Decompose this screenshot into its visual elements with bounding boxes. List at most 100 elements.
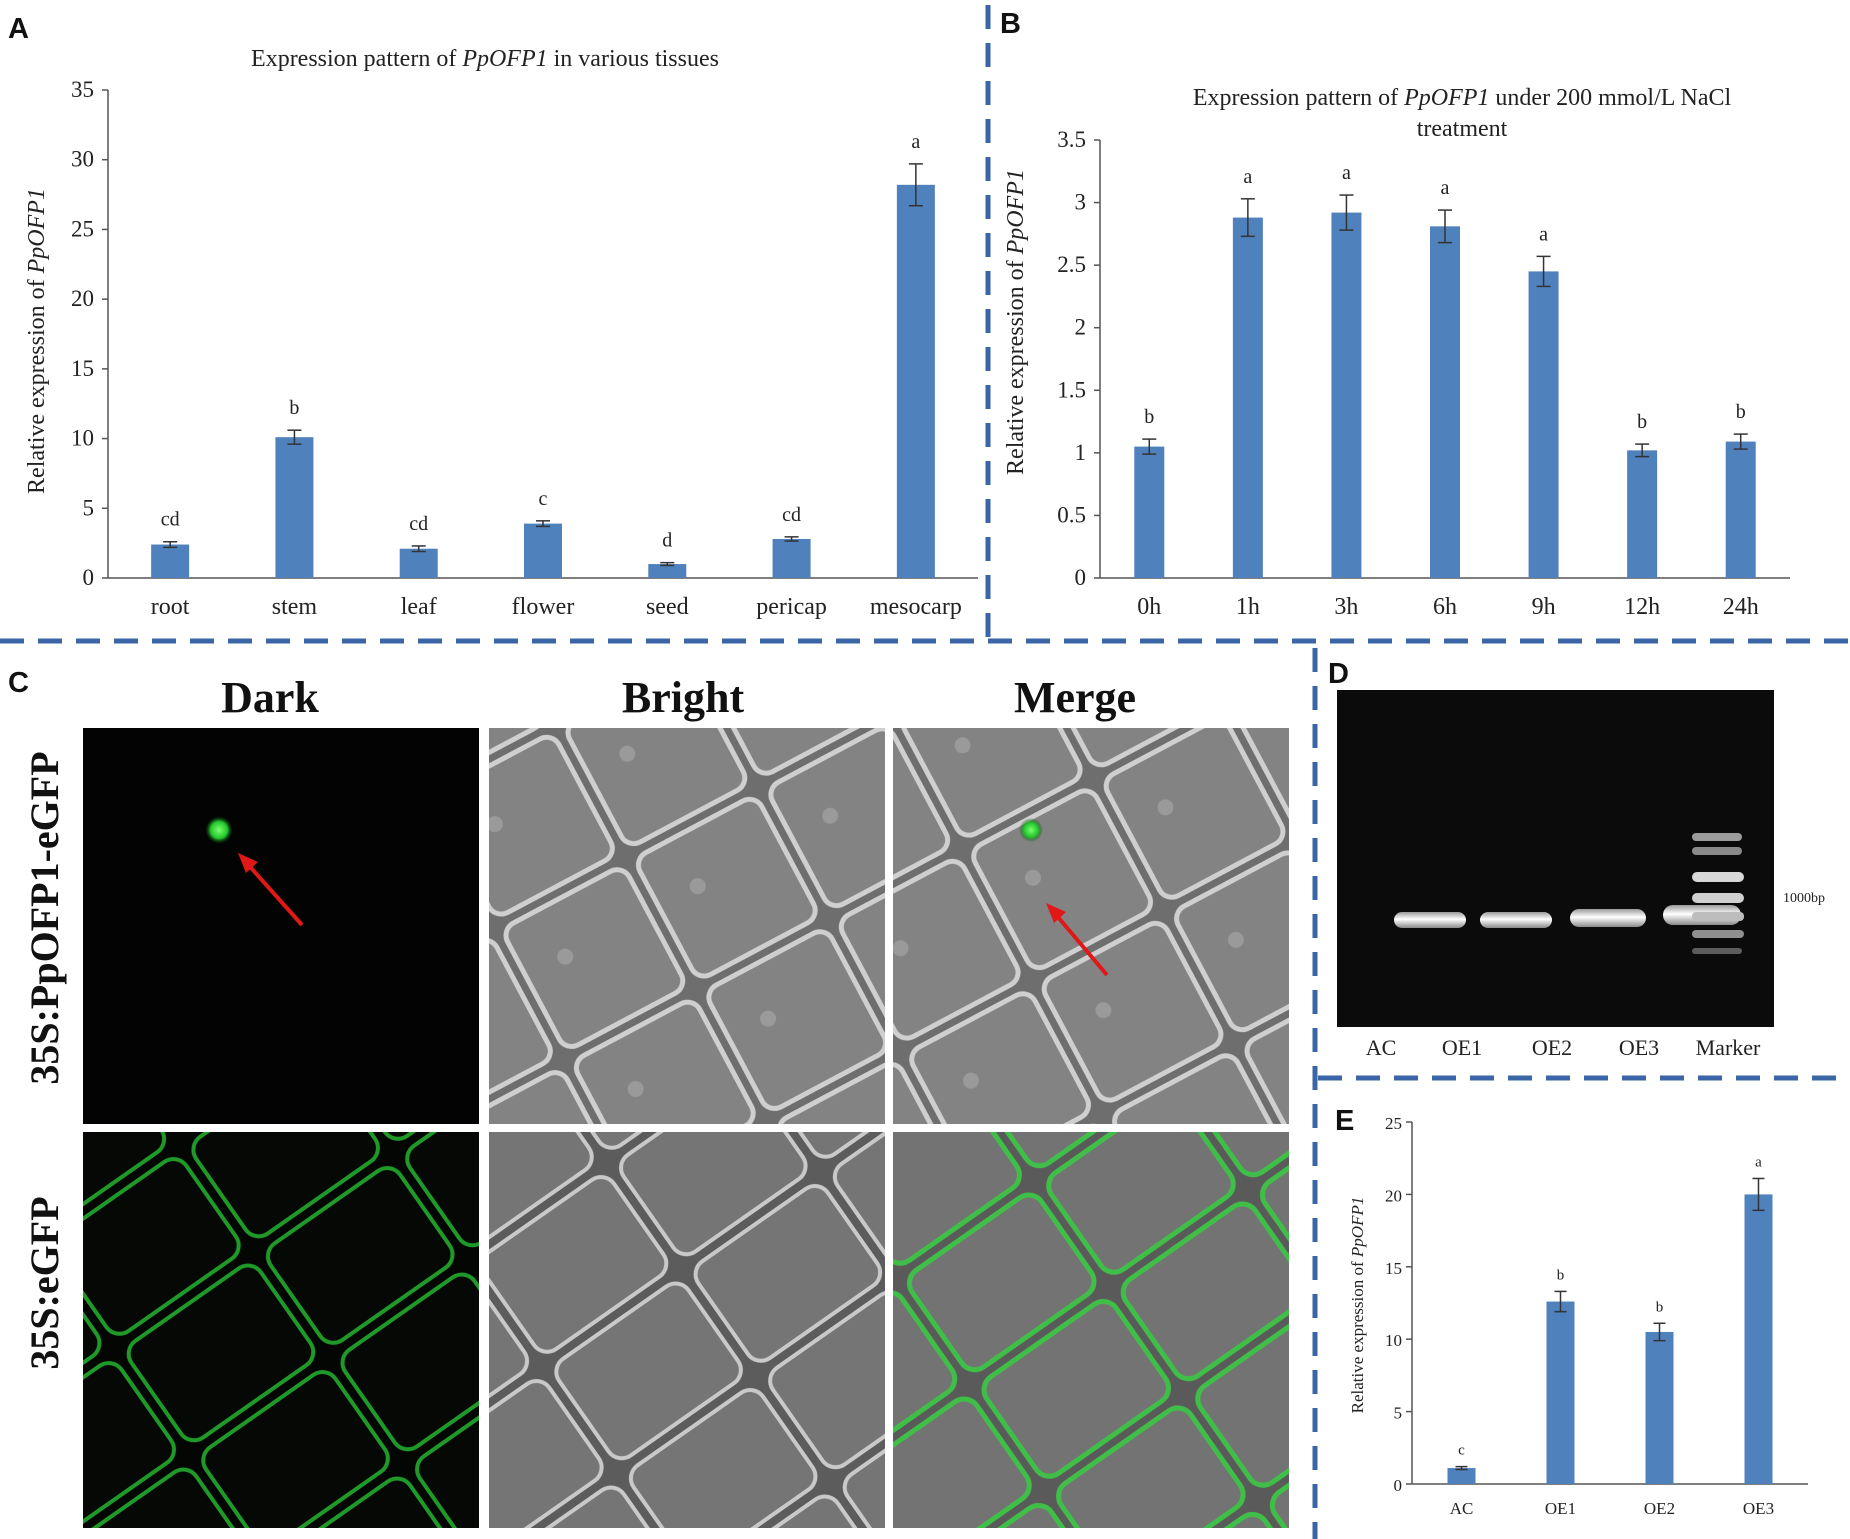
chart-a-bar	[275, 437, 314, 578]
chart-b-significance-label: b	[1144, 406, 1154, 428]
column-header-merge: Merge	[1014, 673, 1136, 722]
chart-b-category-label: 0h	[1137, 594, 1161, 620]
image-bright-egfp	[489, 1132, 885, 1528]
chart-a-y-tick-label: 20	[71, 286, 94, 311]
chart-e-significance-label: b	[1557, 1267, 1565, 1283]
chart-e-category-label: OE2	[1644, 1499, 1675, 1518]
chart-e-significance-label: c	[1458, 1443, 1465, 1459]
chart-b-category-label: 12h	[1624, 594, 1660, 620]
chart-a-y-tick-label: 30	[71, 147, 94, 172]
chart-nacl-expression: Expression pattern of PpOFP1 under 200 m…	[1003, 85, 1790, 620]
image-bright-ppofp1	[489, 728, 885, 1124]
chart-a-category-label: seed	[646, 594, 689, 620]
chart-b-significance-label: a	[1441, 177, 1450, 199]
panel-letter-e: E	[1335, 1105, 1354, 1137]
chart-e-category-label: OE1	[1545, 1499, 1576, 1518]
chart-a-significance-label: b	[289, 397, 299, 419]
chart-b-significance-label: a	[1539, 223, 1548, 245]
chart-a-significance-label: cd	[409, 513, 428, 535]
chart-b-y-axis-label: Relative expression of PpOFP1	[1003, 169, 1029, 475]
chart-e-y-tick-label: 25	[1385, 1114, 1402, 1133]
chart-tissue-expression: Expression pattern of PpOFP1 in various …	[24, 46, 978, 620]
chart-e-bar	[1546, 1301, 1575, 1484]
chart-b-y-tick-label: 0.5	[1057, 502, 1086, 527]
chart-b-bar	[1528, 271, 1559, 578]
chart-b-bar	[1725, 441, 1756, 578]
chart-b-significance-label: b	[1637, 411, 1647, 433]
chart-e-bar	[1744, 1194, 1773, 1484]
arrow-dark-head	[238, 853, 258, 873]
column-header-bright: Bright	[622, 673, 745, 722]
chart-e-bar	[1645, 1331, 1674, 1484]
chart-b-title-line2: treatment	[1417, 116, 1508, 142]
image-dark-ppofp1	[83, 728, 479, 1124]
chart-b-title: Expression pattern of PpOFP1 under 200 m…	[1193, 85, 1732, 111]
gel-panel: 1000bp AC OE1 OE2 OE3 Marker	[1337, 690, 1825, 1060]
chart-b-bar	[1232, 217, 1263, 579]
chart-e-y-tick-label: 0	[1394, 1476, 1403, 1495]
chart-b-category-label: 3h	[1334, 594, 1358, 620]
chart-e-bar	[1447, 1468, 1476, 1484]
chart-b-category-label: 6h	[1433, 594, 1457, 620]
chart-e-category-label: OE3	[1743, 1499, 1774, 1518]
chart-b-bar	[1134, 446, 1165, 578]
chart-a-category-label: stem	[272, 594, 318, 620]
panel-letter-d: D	[1328, 658, 1349, 690]
merge-gfp-spot	[1019, 818, 1043, 842]
image-dark-egfp	[83, 1132, 479, 1528]
chart-e-y-tick-label: 15	[1385, 1259, 1402, 1278]
chart-a-y-tick-label: 25	[71, 216, 94, 241]
chart-a-category-label: flower	[512, 594, 575, 620]
gel-marker-size-label: 1000bp	[1783, 891, 1825, 906]
chart-a-y-tick-label: 0	[83, 565, 95, 590]
chart-a-significance-label: c	[539, 488, 548, 510]
chart-a-significance-label: d	[662, 530, 672, 552]
chart-b-category-label: 1h	[1236, 594, 1260, 620]
microscopy-panel: Dark Bright Merge 35S:PpOFP1-eGFP 35S:eG…	[22, 673, 1289, 1528]
chart-b-bar	[1627, 450, 1658, 578]
chart-a-bar	[399, 548, 438, 578]
chart-b-significance-label: a	[1243, 166, 1252, 188]
chart-a-bar	[524, 523, 562, 578]
row-label-ppofp1-egfp: 35S:PpOFP1-eGFP	[22, 751, 67, 1084]
chart-a-significance-label: a	[911, 131, 920, 153]
chart-a-y-tick-label: 5	[83, 495, 95, 520]
chart-a-significance-label: cd	[161, 509, 180, 531]
gel-band-oe1	[1480, 912, 1552, 928]
panel-letter-b: B	[1000, 8, 1021, 40]
gfp-signal-spot	[205, 816, 233, 844]
chart-a-y-tick-label: 10	[71, 426, 94, 451]
chart-a-y-tick-label: 35	[71, 77, 94, 102]
chart-b-significance-label: a	[1342, 162, 1351, 184]
panel-letter-a: A	[8, 13, 29, 45]
panel-letter-c: C	[8, 667, 29, 699]
chart-a-category-label: leaf	[401, 594, 437, 620]
gel-lane-oe3: OE3	[1619, 1035, 1659, 1060]
chart-b-y-tick-label: 2.5	[1057, 252, 1086, 277]
gel-band-oe2	[1570, 909, 1646, 927]
chart-a-y-axis-label: Relative expression of PpOFP1	[24, 188, 50, 494]
gel-lane-ac: AC	[1366, 1035, 1397, 1060]
chart-a-bar	[772, 538, 811, 578]
gel-lane-oe2: OE2	[1532, 1035, 1572, 1060]
chart-b-bar	[1430, 226, 1460, 578]
chart-a-bar	[896, 184, 935, 578]
chart-b-y-tick-label: 0	[1075, 565, 1087, 590]
chart-b-y-tick-label: 2	[1075, 315, 1087, 340]
gel-lane-oe1: OE1	[1442, 1035, 1482, 1060]
gel-lane-marker: Marker	[1696, 1035, 1761, 1060]
chart-e-y-axis-label: Relative expression of PpOFP1	[1348, 1197, 1367, 1414]
chart-e-y-tick-label: 20	[1385, 1186, 1402, 1205]
chart-a-significance-label: cd	[782, 504, 801, 526]
chart-a-title: Expression pattern of PpOFP1 in various …	[251, 46, 719, 72]
chart-a-y-tick-label: 15	[71, 356, 94, 381]
chart-transgenic-expression: Relative expression of PpOFP1 0 5 10 15 20 25…	[1348, 1114, 1808, 1518]
chart-e-category-label: AC	[1450, 1499, 1474, 1518]
chart-a-category-label: root	[151, 594, 190, 620]
gel-band-ac	[1394, 912, 1466, 928]
row-label-egfp: 35S:eGFP	[22, 1196, 67, 1369]
arrow-merge	[1050, 908, 1109, 977]
gel-marker-ladder	[1692, 833, 1744, 954]
gel-image	[1337, 690, 1774, 1027]
